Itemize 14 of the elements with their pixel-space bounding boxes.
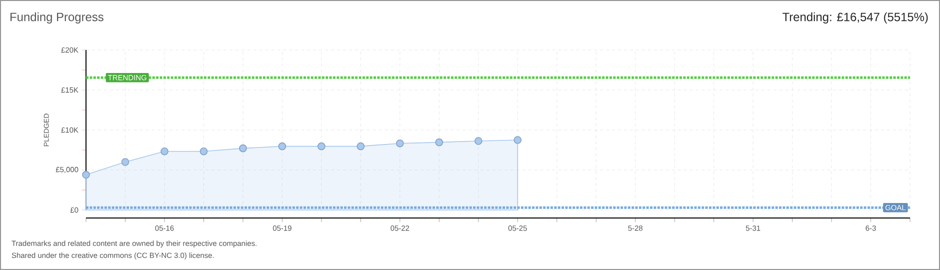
- point: [278, 142, 286, 150]
- point: [514, 136, 522, 144]
- point: [200, 147, 208, 156]
- point: [160, 147, 168, 156]
- chart-title: Funding Progress: [10, 12, 104, 24]
- point: [474, 137, 482, 145]
- point: [121, 158, 130, 166]
- chart-subtitle: Trending: £16,547 (5515%): [782, 12, 928, 24]
- point: [435, 138, 444, 146]
- point: [396, 139, 404, 148]
- point: [239, 144, 247, 152]
- point: [356, 142, 365, 150]
- point: [82, 170, 90, 179]
- point: [318, 142, 326, 150]
